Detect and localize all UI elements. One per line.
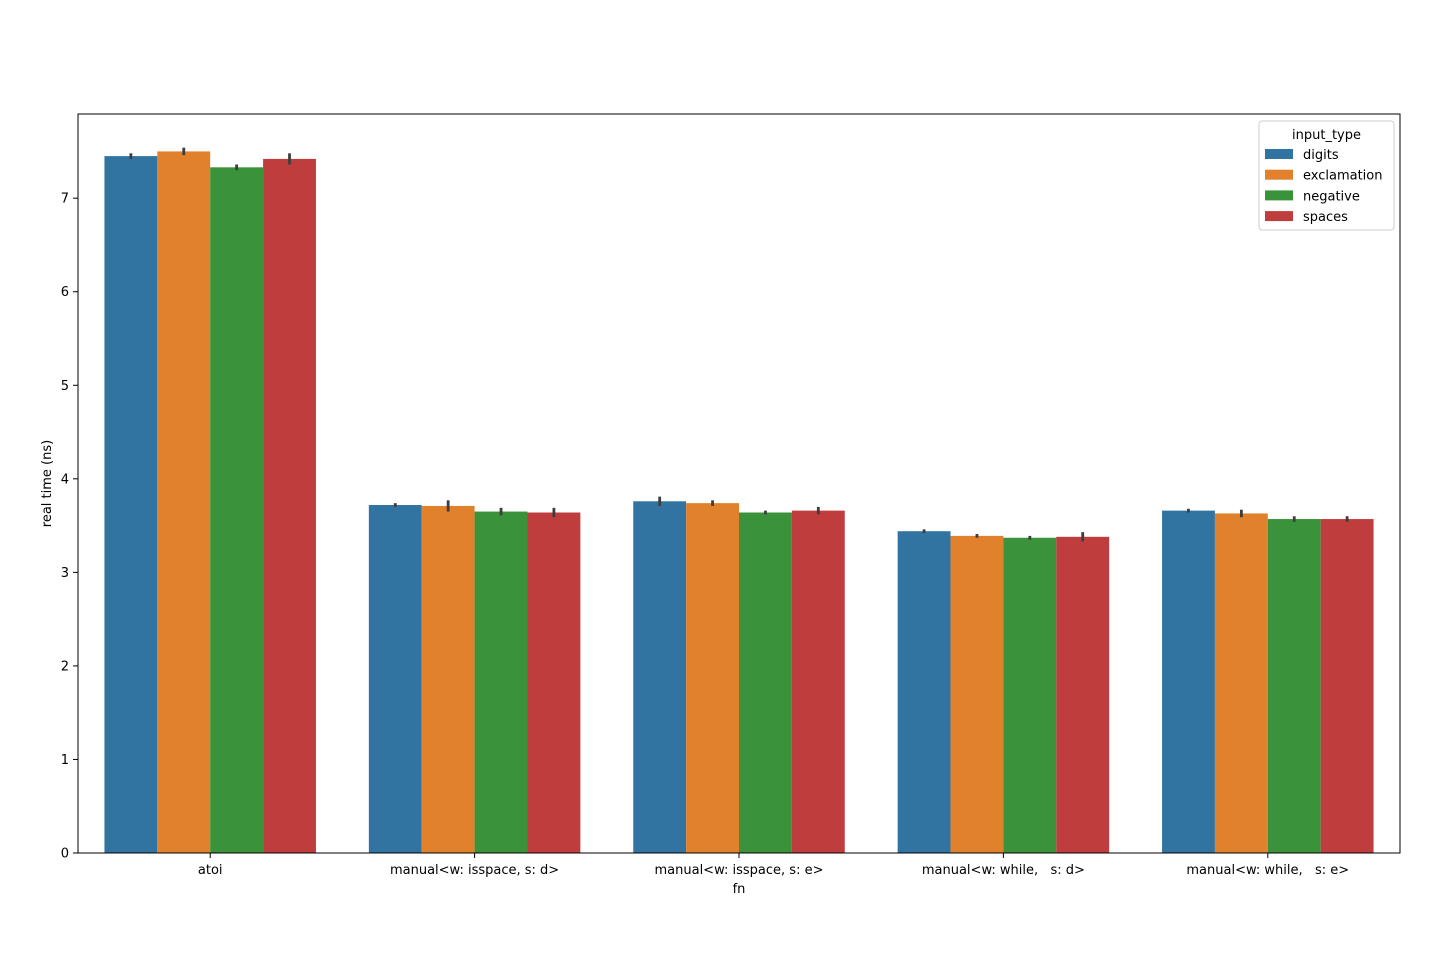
- error-bars-group: [129, 147, 1349, 542]
- legend-box: [1258, 120, 1395, 231]
- y-tick-label: 3: [61, 566, 69, 581]
- bar-exclamation: [157, 151, 211, 853]
- bar-exclamation: [686, 503, 739, 853]
- x-axis-label: fn: [733, 882, 746, 897]
- x-tick-label: atoi: [198, 863, 223, 878]
- legend-label-negative: negative: [1303, 189, 1360, 204]
- bar-negative: [474, 511, 528, 853]
- bar-spaces: [1056, 536, 1110, 853]
- y-tick-label: 7: [61, 192, 69, 207]
- legend-label-spaces: spaces: [1303, 210, 1348, 225]
- bar-spaces: [527, 512, 581, 853]
- bar-digits: [633, 501, 687, 853]
- legend-swatch-exclamation: [1265, 169, 1293, 180]
- y-tick-label: 6: [61, 285, 69, 300]
- y-tick-label: 1: [61, 753, 69, 768]
- bar-digits: [897, 531, 951, 853]
- legend-label-exclamation: exclamation: [1303, 169, 1383, 184]
- bar-digits: [104, 156, 158, 853]
- legend-swatch-negative: [1265, 190, 1293, 201]
- x-tick-label: manual<w: isspace, s: e>: [655, 863, 824, 878]
- bars-group: [104, 151, 1374, 854]
- y-tick-label: 2: [61, 659, 69, 674]
- bar-spaces: [263, 158, 316, 854]
- plot-frame: [77, 113, 1401, 854]
- legend-label-digits: digits: [1303, 148, 1339, 163]
- bar-spaces: [1320, 519, 1374, 853]
- bar-exclamation: [421, 505, 475, 853]
- y-axis: 0 1 2 3 4 5 6 7: [61, 192, 78, 862]
- bar-negative: [739, 512, 792, 853]
- legend-title: input_type: [1292, 128, 1361, 143]
- x-tick-label: manual<w: while, s: e>: [1186, 863, 1349, 878]
- bar-negative: [1003, 537, 1057, 853]
- y-tick-label: 4: [61, 472, 69, 487]
- legend-swatch-digits: [1265, 149, 1293, 159]
- legend-swatch-spaces: [1265, 211, 1293, 222]
- y-tick-label: 0: [61, 847, 69, 862]
- bar-digits: [1162, 510, 1215, 853]
- bar-digits: [368, 505, 422, 853]
- x-tick-label: manual<w: while, s: d>: [922, 863, 1085, 878]
- y-axis-label: real time (ns): [40, 440, 55, 527]
- bar-spaces: [791, 510, 845, 853]
- x-tick-label: manual<w: isspace, s: d>: [390, 863, 559, 878]
- bar-negative: [210, 167, 264, 853]
- bar-exclamation: [1214, 513, 1268, 853]
- bar-negative: [1267, 519, 1321, 853]
- bar-exclamation: [950, 535, 1004, 853]
- y-tick-label: 5: [61, 379, 69, 394]
- x-axis: atoi manual<w: isspace, s: d> manual<w: is…: [198, 853, 1349, 878]
